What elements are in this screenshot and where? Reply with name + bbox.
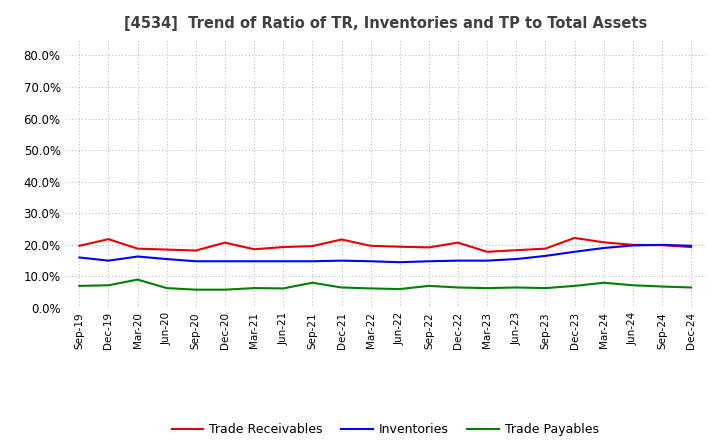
Inventories [75,255,84,260]
Trade Payables [570,283,579,289]
Inventories [570,249,579,254]
Trade Receivables [192,248,200,253]
Trade Receivables [163,247,171,252]
Trade Payables [337,285,346,290]
Inventories [512,257,521,262]
Title: [4534]  Trend of Ratio of TR, Inventories and TP to Total Assets: [4534] Trend of Ratio of TR, Inventories… [124,16,647,32]
Trade Receivables [541,246,550,251]
Inventories [192,259,200,264]
Trade Payables [192,287,200,292]
Trade Receivables [337,237,346,242]
Inventories [133,254,142,259]
Trade Receivables [657,242,666,248]
Trade Payables [279,286,287,291]
Trade Payables [512,285,521,290]
Inventories [541,253,550,259]
Legend: Trade Receivables, Inventories, Trade Payables: Trade Receivables, Inventories, Trade Pa… [166,418,604,440]
Line: Trade Payables: Trade Payables [79,279,691,290]
Trade Payables [250,286,258,291]
Inventories [425,259,433,264]
Inventories [657,242,666,247]
Trade Payables [483,286,492,291]
Trade Receivables [366,243,375,249]
Inventories [104,258,113,263]
Trade Receivables [395,244,404,249]
Trade Receivables [512,248,521,253]
Trade Payables [599,280,608,286]
Inventories [308,259,317,264]
Inventories [279,259,287,264]
Trade Receivables [220,240,229,245]
Inventories [163,257,171,262]
Trade Payables [75,283,84,289]
Trade Receivables [629,242,637,247]
Line: Trade Receivables: Trade Receivables [79,238,691,252]
Inventories [220,259,229,264]
Inventories [395,260,404,265]
Inventories [454,258,462,263]
Trade Payables [395,286,404,292]
Trade Payables [541,286,550,291]
Trade Payables [133,277,142,282]
Trade Payables [308,280,317,286]
Trade Receivables [279,244,287,249]
Trade Receivables [104,237,113,242]
Trade Payables [104,282,113,288]
Trade Receivables [454,240,462,245]
Trade Payables [366,286,375,291]
Trade Receivables [133,246,142,251]
Trade Payables [220,287,229,292]
Trade Payables [687,285,696,290]
Inventories [599,246,608,251]
Inventories [337,258,346,263]
Trade Receivables [75,243,84,249]
Trade Receivables [570,235,579,241]
Trade Payables [425,283,433,289]
Trade Payables [163,286,171,291]
Inventories [366,259,375,264]
Trade Payables [629,282,637,288]
Trade Receivables [483,249,492,254]
Inventories [250,259,258,264]
Trade Receivables [250,247,258,252]
Trade Receivables [687,244,696,249]
Trade Receivables [425,245,433,250]
Trade Receivables [308,243,317,249]
Inventories [629,243,637,248]
Trade Payables [454,285,462,290]
Trade Payables [657,284,666,289]
Inventories [687,243,696,249]
Line: Inventories: Inventories [79,245,691,262]
Trade Receivables [599,240,608,245]
Inventories [483,258,492,263]
